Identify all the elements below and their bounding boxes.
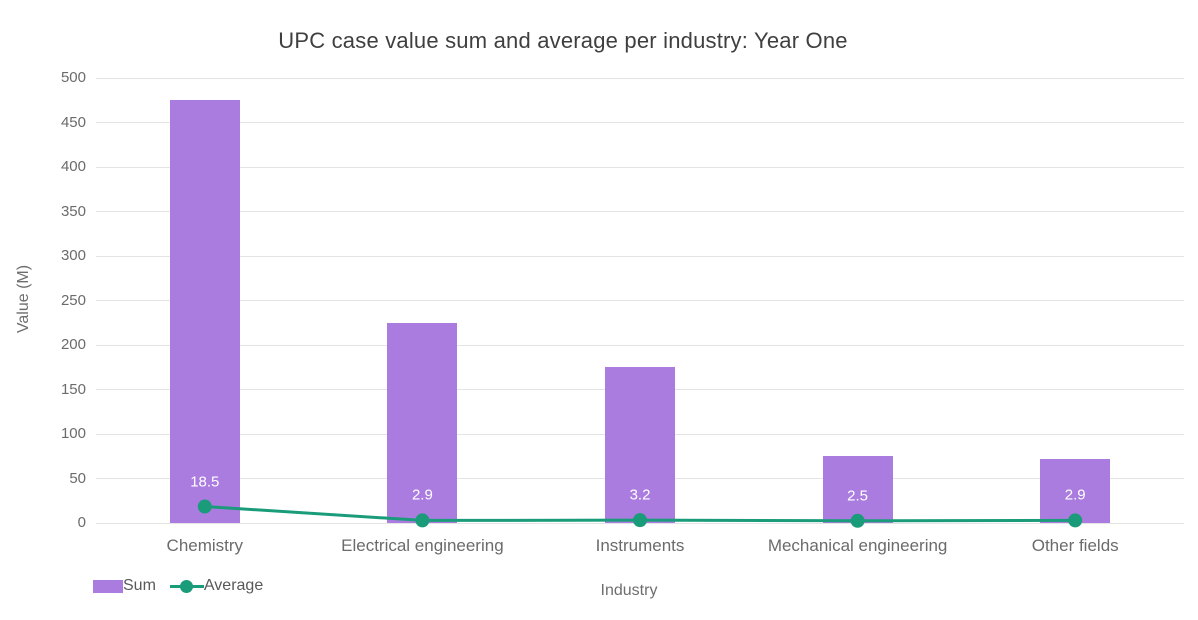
x-category-label-instruments: Instruments [595,536,685,555]
y-tick-label: 250 [60,291,86,309]
y-tick-label: 500 [60,69,86,86]
legend-dot-icon [179,579,193,593]
legend-item-average: Average [169,577,264,595]
legend-bar-swatch-icon [93,579,123,593]
x-category-label-electrical-engineering: Electrical engineering [341,536,504,555]
bar-instruments [605,367,675,523]
x-category-label-other-fields: Other fields [1031,536,1119,555]
y-tick-label: 200 [60,336,86,353]
y-tick-label: 50 [69,469,86,487]
x-category-label-chemistry: Chemistry [166,536,244,555]
y-tick-label: 0 [77,514,86,531]
y-tick-label: 350 [60,202,86,220]
plot-area: 18.5 2.9 3.2 2.5 2.9 [96,77,1184,528]
average-value-label: 2.5 [847,487,869,505]
y-tick-label: 400 [60,158,86,175]
bar-mechanical-engineering [822,456,893,523]
average-value-label: 2.9 [411,486,433,504]
chart-title: UPC case value sum and average per indus… [278,28,848,53]
gridline [96,77,1184,79]
gridline [96,166,1184,168]
average-point-electrical-engineering [415,513,430,528]
average-value-label: 2.9 [1064,486,1086,504]
average-point-chemistry [197,499,212,514]
gridline [96,300,1184,301]
average-point-mechanical-engineering [850,513,865,528]
bar-other-fields [1040,458,1111,523]
y-tick-label: 150 [60,380,86,398]
x-category-label-mechanical-engineering: Mechanical engineering [767,536,948,555]
line-series [197,499,1083,528]
y-tick-label: 300 [60,247,86,264]
average-point-other-fields [1068,513,1083,528]
gridline [96,344,1184,346]
y-tick-label: 100 [60,425,86,442]
legend-label: Average [203,577,264,594]
average-value-label: 18.5 [190,473,220,491]
average-value-label: 3.2 [629,486,651,504]
x-axis-title: Industry [600,582,658,599]
y-tick-label: 450 [60,113,86,131]
legend: Sum Average [93,577,263,595]
gridline [96,211,1184,212]
gridline [96,255,1184,257]
legend-line-marker-icon [169,579,204,593]
bar-chemistry [169,100,240,523]
average-point-instruments [633,513,647,528]
gridline [96,122,1184,123]
bar-electrical-engineering [387,322,458,523]
legend-item-sum: Sum [93,577,156,595]
legend-label: Sum [123,577,156,594]
